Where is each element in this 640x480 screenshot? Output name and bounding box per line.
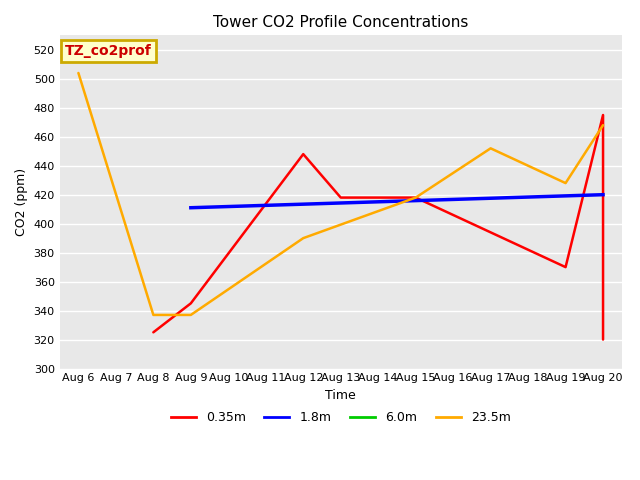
Text: TZ_co2prof: TZ_co2prof [65,44,152,59]
Legend: 0.35m, 1.8m, 6.0m, 23.5m: 0.35m, 1.8m, 6.0m, 23.5m [166,406,516,429]
Title: Tower CO2 Profile Concentrations: Tower CO2 Profile Concentrations [213,15,468,30]
Y-axis label: CO2 (ppm): CO2 (ppm) [15,168,28,236]
X-axis label: Time: Time [325,389,356,402]
